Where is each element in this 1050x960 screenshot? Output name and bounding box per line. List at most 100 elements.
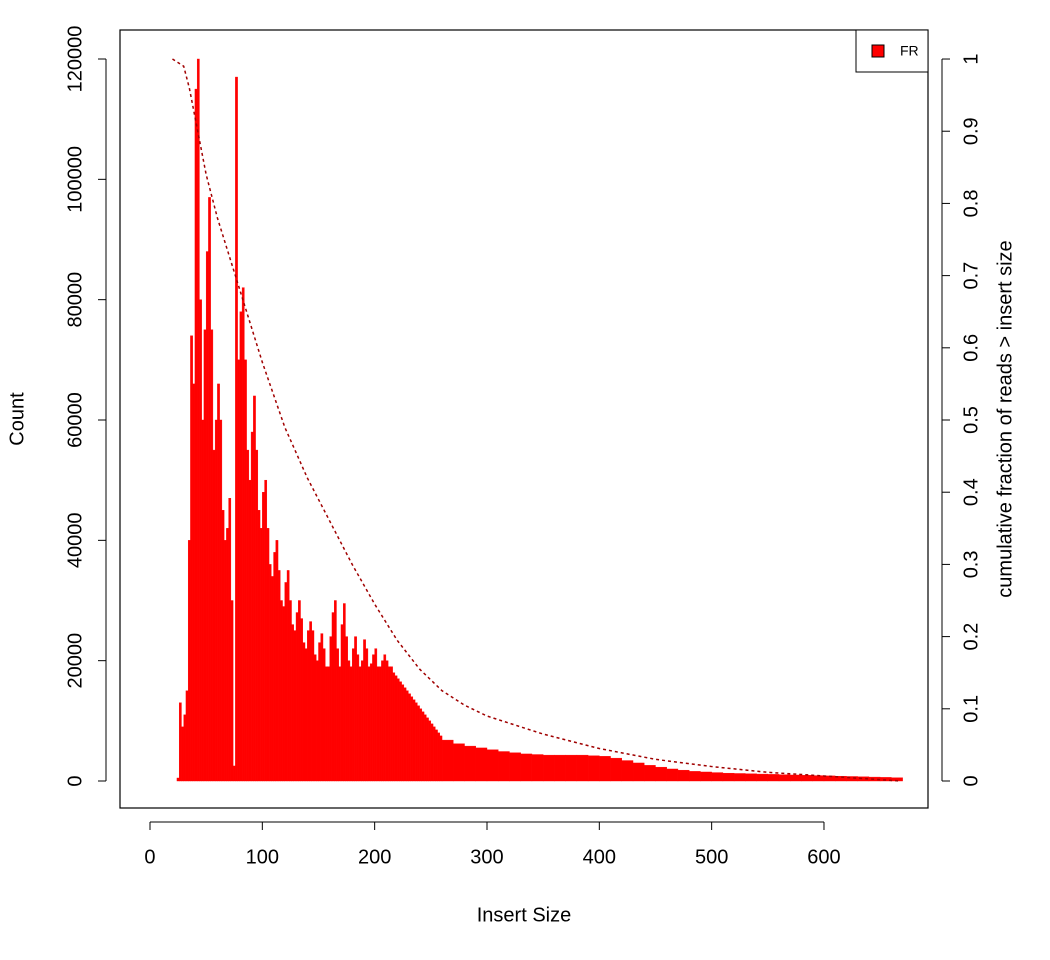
bar — [347, 660, 351, 782]
bar — [767, 774, 780, 782]
bar — [790, 774, 802, 782]
bar — [376, 666, 380, 782]
bar — [403, 687, 407, 782]
cumulative-line — [172, 58, 901, 782]
bar — [239, 311, 243, 782]
bar — [531, 754, 544, 782]
bar — [358, 666, 362, 782]
bar — [354, 636, 357, 782]
bar — [275, 540, 279, 782]
bar — [387, 666, 391, 782]
bar — [423, 714, 427, 782]
y-tick-label: 60000 — [64, 392, 86, 448]
y-tick-label: 120000 — [64, 26, 86, 93]
bar — [320, 633, 324, 782]
bar — [711, 772, 724, 782]
bar — [331, 612, 335, 782]
bar — [464, 745, 476, 782]
bar — [235, 76, 238, 782]
bar — [392, 672, 396, 782]
bar — [632, 762, 645, 782]
bar — [412, 699, 416, 782]
bar — [414, 702, 418, 782]
y2-tick-label: 0.3 — [960, 550, 982, 578]
bar — [338, 666, 342, 782]
bar — [298, 600, 301, 782]
bar — [230, 600, 234, 782]
bar — [322, 648, 326, 782]
bar — [273, 552, 277, 782]
bar — [311, 630, 315, 782]
bar — [599, 756, 611, 782]
legend-swatch — [871, 44, 885, 58]
bar — [394, 675, 398, 782]
bar — [219, 419, 223, 782]
bar — [417, 705, 420, 782]
bar — [289, 600, 292, 782]
bar — [264, 479, 268, 782]
bar — [383, 654, 387, 782]
x-tick-label: 400 — [583, 846, 616, 868]
bar — [621, 760, 634, 782]
x-tick-label: 200 — [358, 846, 391, 868]
bar — [246, 449, 250, 782]
bar — [343, 603, 346, 782]
bar — [248, 479, 252, 782]
legend-label: FR — [900, 43, 919, 59]
bar — [700, 771, 712, 782]
bar — [363, 639, 366, 782]
bar — [226, 528, 229, 782]
bar — [435, 729, 438, 782]
bar — [360, 660, 364, 782]
bar — [587, 755, 600, 782]
x-tick-label: 600 — [807, 846, 840, 868]
bar — [356, 654, 360, 782]
bar — [208, 197, 211, 782]
y2-axis-label: cumulative fraction of reads > insert si… — [994, 240, 1016, 597]
bar — [329, 636, 333, 782]
bar — [666, 768, 679, 782]
bar — [345, 636, 348, 782]
bar — [185, 690, 189, 782]
bar — [201, 419, 205, 782]
bar — [194, 88, 198, 782]
bar — [327, 666, 330, 782]
x-tick-label: 100 — [246, 846, 279, 868]
bar — [576, 754, 589, 782]
bar — [401, 684, 405, 782]
x-tick-label: 300 — [470, 846, 503, 868]
bar — [372, 654, 375, 782]
bar — [237, 359, 241, 782]
bar — [812, 775, 825, 782]
bar — [271, 576, 274, 782]
bar — [277, 570, 281, 782]
bar — [520, 753, 533, 782]
y2-tick-label: 0.2 — [960, 623, 982, 651]
bar — [325, 666, 328, 782]
bar — [259, 528, 263, 782]
y2-tick-label: 0.4 — [960, 478, 982, 506]
bar — [405, 690, 409, 782]
bar — [655, 766, 667, 782]
bar — [302, 642, 306, 782]
bar — [554, 754, 566, 782]
bar — [244, 359, 247, 782]
y-tick-label: 100000 — [64, 146, 86, 213]
bar — [385, 660, 389, 782]
y2-tick-label: 0.8 — [960, 190, 982, 218]
bar — [349, 666, 353, 782]
bar — [183, 714, 187, 782]
bar — [309, 621, 312, 782]
bar — [399, 681, 402, 782]
x-axis-label: Insert Size — [477, 904, 571, 926]
bar — [475, 747, 488, 782]
bar — [268, 564, 272, 782]
bar — [262, 492, 265, 782]
bar — [498, 751, 510, 782]
x-tick-label: 0 — [144, 846, 155, 868]
bar — [316, 660, 319, 782]
bar — [369, 663, 373, 782]
bar — [232, 765, 236, 782]
bar — [745, 773, 757, 782]
bar — [408, 693, 411, 782]
